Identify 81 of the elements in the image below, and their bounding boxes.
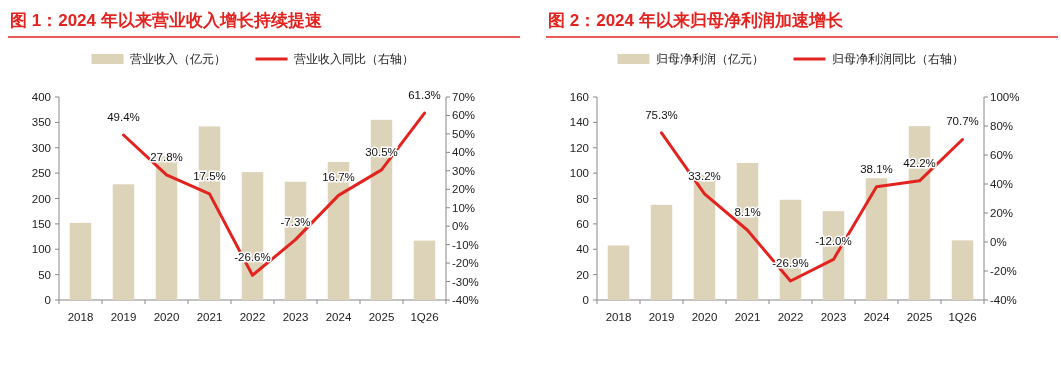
x-tick-label: 2020 — [691, 311, 718, 323]
legend-label: 归母净利润同比（右轴） — [831, 52, 964, 66]
y2-tick-label: 100% — [990, 91, 1020, 103]
data-label: 61.3% — [408, 89, 441, 102]
x-tick-label: 2022 — [777, 311, 804, 323]
x-tick-label: 2023 — [820, 311, 847, 323]
y-tick-label: 100 — [31, 243, 51, 256]
x-tick-label: 2024 — [863, 311, 890, 323]
chart-title: 图 2：2024 年以来归母净利润加速增长 — [548, 11, 844, 30]
x-tick-label: 2022 — [239, 311, 266, 323]
y-tick-label: 50 — [38, 268, 51, 281]
x-tick-label: 2021 — [196, 311, 223, 323]
y2-tick-label: 20% — [990, 207, 1014, 219]
x-tick-label: 2018 — [605, 311, 632, 323]
bar — [607, 245, 630, 300]
x-tick-label: 2023 — [282, 311, 309, 323]
y2-tick-label: -10% — [452, 238, 479, 251]
y-tick-label: 140 — [569, 116, 589, 129]
x-tick-label: 1Q26 — [948, 311, 977, 323]
legend-label: 营业收入（亿元） — [129, 52, 226, 66]
y-tick-label: 80 — [576, 192, 589, 205]
data-label: 8.1% — [734, 206, 761, 219]
y-tick-label: 0 — [582, 294, 589, 306]
y2-tick-label: -20% — [452, 257, 479, 270]
y-tick-label: 20 — [576, 268, 589, 281]
y-tick-label: 100 — [569, 167, 589, 180]
y-tick-label: 160 — [569, 91, 589, 103]
y2-tick-label: 60% — [990, 149, 1014, 161]
legend-label: 归母净利润（亿元） — [655, 52, 764, 66]
y-tick-label: 250 — [31, 167, 51, 180]
x-tick-label: 1Q26 — [410, 311, 439, 323]
chart-title: 图 1：2024 年以来营业收入增长持续提速 — [10, 11, 322, 30]
y2-tick-label: 20% — [452, 183, 476, 196]
bar — [650, 204, 673, 300]
y-tick-label: 0 — [44, 294, 51, 306]
x-tick-label: 2020 — [153, 311, 180, 323]
data-label: 42.2% — [903, 156, 936, 169]
data-label: 38.1% — [860, 162, 893, 175]
bar — [69, 222, 92, 300]
y2-tick-label: -30% — [452, 275, 479, 288]
bar — [951, 240, 974, 300]
y2-tick-label: 30% — [452, 164, 476, 177]
y-tick-label: 120 — [569, 141, 589, 154]
y2-tick-label: 40% — [990, 178, 1014, 190]
data-label: 75.3% — [645, 108, 678, 121]
y2-tick-label: 80% — [990, 120, 1014, 132]
y2-tick-label: 50% — [452, 127, 476, 140]
y-tick-label: 150 — [31, 217, 51, 230]
x-tick-label: 2025 — [368, 311, 395, 323]
legend-label: 营业收入同比（右轴） — [293, 52, 414, 66]
y2-tick-label: 0% — [990, 236, 1007, 248]
bar — [865, 178, 888, 300]
y2-tick-label: -40% — [452, 294, 479, 306]
data-label: 70.7% — [946, 115, 979, 128]
y2-tick-label: -40% — [990, 294, 1017, 306]
x-tick-label: 2025 — [906, 311, 933, 323]
y-tick-label: 60 — [576, 217, 589, 230]
y2-tick-label: 60% — [452, 109, 476, 122]
y2-tick-label: 10% — [452, 201, 476, 214]
data-label: 16.7% — [322, 171, 355, 184]
y-tick-label: 400 — [31, 91, 51, 103]
x-tick-label: 2018 — [67, 311, 94, 323]
y2-tick-label: 0% — [452, 220, 469, 233]
y2-tick-label: -20% — [990, 265, 1017, 277]
y-tick-label: 300 — [31, 141, 51, 154]
data-label: 27.8% — [150, 150, 183, 163]
line-series — [660, 131, 964, 283]
x-tick-label: 2021 — [734, 311, 761, 323]
y2-tick-label: 40% — [452, 146, 476, 159]
data-label: -7.3% — [280, 215, 311, 228]
bar — [413, 240, 436, 300]
x-tick-label: 2019 — [648, 311, 675, 323]
data-label: 49.4% — [107, 111, 140, 124]
bar — [112, 184, 135, 300]
x-tick-label: 2024 — [325, 311, 352, 323]
x-tick-label: 2019 — [110, 311, 137, 323]
y-tick-label: 40 — [576, 243, 589, 256]
y-tick-label: 350 — [31, 116, 51, 129]
y-tick-label: 200 — [31, 192, 51, 205]
data-label: 17.5% — [193, 169, 226, 182]
y2-tick-label: 70% — [452, 91, 476, 103]
